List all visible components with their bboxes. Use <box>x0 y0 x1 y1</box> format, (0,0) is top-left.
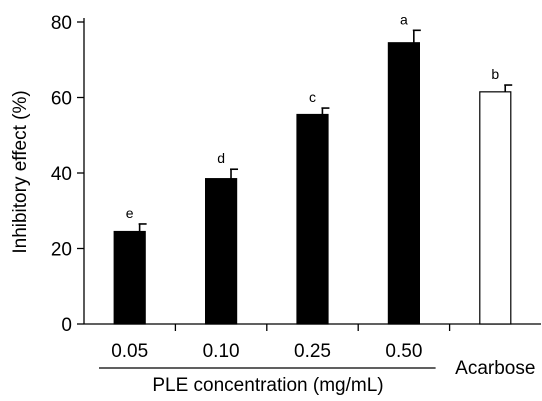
y-tick-label-60: 60 <box>51 89 72 110</box>
significance-label: b <box>491 66 499 82</box>
x-group-label: PLE concentration (mg/mL) <box>152 375 383 396</box>
bar <box>205 178 238 325</box>
y-axis-label: Inhibitory effect (%) <box>10 90 31 253</box>
x-tick-label: 0.05 <box>111 341 148 362</box>
significance-label: c <box>309 89 316 105</box>
y-tick-label-0: 0 <box>61 315 72 336</box>
x-tick-label: Acarbose <box>455 358 535 379</box>
y-tick-label-80: 80 <box>51 13 72 34</box>
significance-label: a <box>400 11 408 27</box>
y-tick-label-20: 20 <box>51 240 72 261</box>
significance-label: e <box>126 205 134 221</box>
bar <box>296 113 329 325</box>
x-tick-label: 0.50 <box>385 341 422 362</box>
bar <box>479 91 512 325</box>
significance-label: d <box>217 150 225 166</box>
y-tick-label-40: 40 <box>51 164 72 185</box>
bar <box>113 230 146 325</box>
bar <box>387 42 420 325</box>
x-tick-label: 0.10 <box>203 341 240 362</box>
x-tick-label: 0.25 <box>294 341 331 362</box>
